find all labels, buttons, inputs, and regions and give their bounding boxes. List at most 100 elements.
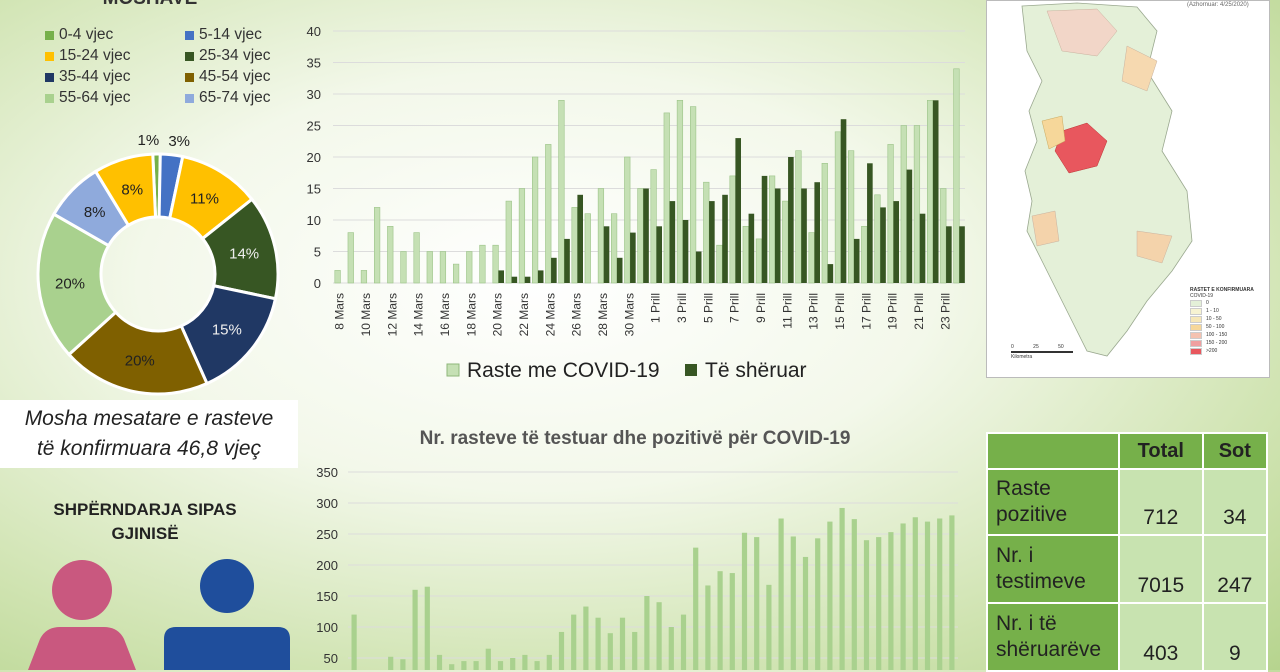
- cases-bar: [597, 188, 605, 284]
- cases-bar: [821, 163, 828, 284]
- cases-bar: [913, 125, 921, 284]
- recovered-bar: [919, 213, 926, 283]
- scale-bar: [1011, 351, 1073, 353]
- cases-x-tick-label: 8 Mars: [333, 293, 347, 330]
- recovered-bar: [893, 201, 899, 283]
- cases-bar: [874, 194, 881, 284]
- stats-table: Total Sot Raste pozitive 712 34 Nr. i test…: [986, 432, 1269, 672]
- recovered-bar: [603, 226, 610, 283]
- cases-bar: [676, 100, 684, 284]
- map-legend-swatch: [1190, 323, 1202, 331]
- cases-bar: [729, 175, 736, 284]
- recovered-bar: [788, 157, 794, 283]
- cases-bar: [466, 251, 473, 284]
- stats-today-value: 247: [1201, 534, 1269, 604]
- recovered-bar: [709, 201, 715, 283]
- age-legend-swatch: [45, 93, 54, 103]
- cases-bar: [413, 232, 420, 284]
- age-legend-swatch: [45, 30, 54, 40]
- map-legend-title: RASTET E KONFIRMUARA: [1190, 287, 1254, 293]
- tests-bar: [949, 515, 955, 670]
- average-age-note: Mosha mesatare e rasteve të konfirmuara …: [0, 400, 298, 468]
- age-legend-swatch: [185, 93, 194, 103]
- tests-chart-title: Nr. rasteve të testuar dhe pozitivë për …: [419, 428, 851, 449]
- gender-title-line-1: SHPËRNDARJA SIPAS: [53, 500, 237, 519]
- map-legend-swatch: [1190, 347, 1202, 355]
- recovered-bar: [761, 175, 768, 283]
- country-outline: [1021, 2, 1193, 357]
- cases-legend-swatch: [446, 363, 460, 377]
- stats-row-label: Nr. i testimeve: [986, 534, 1120, 604]
- age-legend-item: 25-34 vjec: [185, 47, 305, 65]
- cases-bar: [861, 226, 868, 284]
- recovered-bar: [801, 188, 807, 283]
- recovered-bar: [616, 257, 623, 283]
- cases-x-tick-label: 24 Mars: [543, 293, 557, 336]
- map-legend-label: 50 - 100: [1206, 324, 1225, 330]
- map-legend-item: 1 - 10: [1190, 307, 1254, 315]
- map-legend-item: 150 - 200: [1190, 339, 1254, 347]
- tests-bar: [863, 540, 870, 670]
- cases-x-tick-label: 21 Prill: [912, 293, 926, 330]
- map-legend-subtitle: COVID-19: [1190, 293, 1214, 299]
- cases-bar: [505, 200, 512, 284]
- map-scale: 0 25 50 Kilometra: [1011, 344, 1073, 360]
- cases-bar: [532, 156, 539, 284]
- tests-bar: [876, 537, 882, 670]
- map-legend-label: >200: [1206, 348, 1218, 354]
- cases-x-tick-label: 7 Prill: [728, 293, 742, 323]
- stats-header-today: Sot: [1201, 432, 1269, 470]
- recovered-bar: [630, 232, 636, 283]
- recovered-bar: [735, 138, 741, 283]
- recovered-bar: [498, 270, 504, 283]
- recovered-bar: [880, 207, 886, 283]
- age-legend-label: 45-54 vjec: [199, 68, 271, 85]
- donut-data-label: 20%: [55, 275, 85, 292]
- map-panel: (Azhornuar: 4/25/2020) RASTET E KONFIRMU…: [986, 0, 1270, 378]
- tests-bar: [607, 633, 613, 670]
- map-legend-label: 0: [1206, 300, 1209, 306]
- tests-chart: 50 100 150 200 250 300 350: [316, 465, 958, 670]
- age-legend-label: 0-4 vjec: [59, 26, 114, 43]
- cases-bar: [492, 244, 499, 284]
- cases-bar: [782, 200, 789, 284]
- tests-bar: [583, 606, 589, 670]
- cases-x-tick-label: 30 Mars: [622, 293, 636, 336]
- stats-total-value: 712: [1118, 468, 1204, 536]
- tests-bar: [693, 547, 699, 670]
- cases-bar: [808, 232, 815, 284]
- tests-bar: [717, 571, 723, 670]
- age-donut-chart: 1% 3% 11% 14% 15% 20% 20% 8% 8%: [36, 132, 280, 396]
- cases-legend: Raste me COVID-19 Të shëruar: [446, 359, 807, 382]
- recovered-bar: [814, 182, 820, 283]
- tests-bar: [656, 602, 662, 670]
- tests-bar: [668, 627, 674, 670]
- tests-y-tick-label: 100: [316, 620, 338, 635]
- tests-y-tick-label: 300: [316, 496, 338, 511]
- region-south: [1136, 230, 1173, 264]
- age-legend-swatch: [185, 30, 194, 40]
- tests-bar: [912, 517, 918, 670]
- cases-bar: [426, 251, 433, 284]
- tests-bar: [705, 585, 711, 670]
- age-legend-label: 55-64 vjec: [59, 89, 131, 106]
- tests-bar: [888, 532, 894, 670]
- cases-x-tick-label: 1 Prill: [649, 293, 663, 323]
- age-legend-item: 0-4 vjec: [45, 26, 185, 44]
- age-legend-label: 35-44 vjec: [59, 68, 131, 85]
- recovered-bar: [722, 194, 728, 283]
- cases-bar: [900, 125, 907, 284]
- tests-y-tick-label: 350: [316, 465, 338, 480]
- cases-y-tick-label: 20: [307, 150, 321, 165]
- tests-y-tick-label: 150: [316, 589, 338, 604]
- tests-bar: [534, 661, 540, 670]
- tests-bar: [924, 521, 931, 670]
- male-figure-icon: [164, 559, 290, 670]
- cases-bar: [847, 150, 855, 284]
- cases-y-tick-label: 0: [314, 276, 321, 291]
- map-legend-item: 100 - 150: [1190, 331, 1254, 339]
- tests-bar: [388, 656, 394, 670]
- tests-bar: [497, 661, 504, 670]
- cases-x-tick-label: 16 Mars: [438, 293, 452, 336]
- cases-bar: [768, 175, 776, 284]
